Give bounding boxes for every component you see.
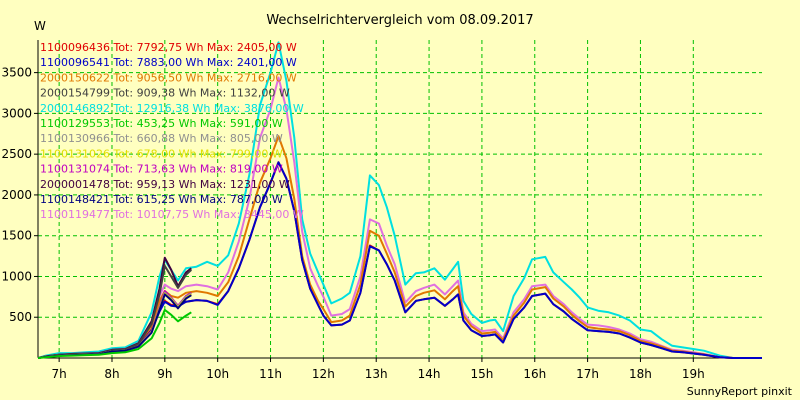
legend-entry: 2000146892 Tot: 12916,38 Wh Max: 3876,00… bbox=[40, 102, 304, 115]
series-line bbox=[37, 135, 762, 359]
y-tick-label: 1500 bbox=[1, 229, 32, 243]
series-line bbox=[37, 76, 762, 359]
y-tick-label: 3500 bbox=[1, 66, 32, 80]
legend-entry: 1100096436 Tot: 7792,75 Wh Max: 2405,00 … bbox=[40, 41, 297, 54]
axis-layer: 500 1000 1500 2000 2500 3000 3500 7h 8h 9h 10h 11h 1… bbox=[1, 40, 762, 381]
x-tick-label: 9h bbox=[157, 367, 172, 381]
legend-entry: 1100129553 Tot: 453,25 Wh Max: 591,00 W bbox=[40, 117, 283, 130]
legend-entry: 1100131074 Tot: 713,63 Wh Max: 819,00 W bbox=[40, 163, 283, 176]
footer-credit: SunnyReport pinxit bbox=[687, 385, 793, 398]
x-tick-label: 17h bbox=[576, 367, 599, 381]
legend-entry: 1100130966 Tot: 660,88 Wh Max: 805,00 W bbox=[40, 132, 283, 145]
x-tick-label: 13h bbox=[365, 367, 388, 381]
legend-entry: 2000001478 Tot: 959,13 Wh Max: 1231,00 W bbox=[40, 178, 290, 191]
legend-entry: 1100096541 Tot: 7883,00 Wh Max: 2401,00 … bbox=[40, 56, 297, 69]
y-tick-label: 2500 bbox=[1, 147, 32, 161]
legend-entry: 1100131026 Tot: 678,00 Wh Max: 799,00 W bbox=[40, 147, 283, 160]
legend-entry: 2000154799 Tot: 909,38 Wh Max: 1132,00 W bbox=[40, 87, 290, 100]
y-tick-label: 1000 bbox=[1, 269, 32, 283]
series-line bbox=[37, 308, 192, 359]
y-tick-label: 3000 bbox=[1, 106, 32, 120]
y-tick-label: 2000 bbox=[1, 188, 32, 202]
series-layer bbox=[37, 41, 762, 359]
x-tick-label: 11h bbox=[259, 367, 282, 381]
x-tick-label: 16h bbox=[523, 367, 546, 381]
x-tick-label: 15h bbox=[470, 367, 493, 381]
legend-entry: 2000150622 Tot: 9056,50 Wh Max: 2716,00 … bbox=[40, 71, 297, 84]
x-tick-label: 14h bbox=[418, 367, 441, 381]
x-tick-label: 19h bbox=[682, 367, 705, 381]
legend-entry: 1100119477 Tot: 10107,75 Wh Max: 3445,00… bbox=[40, 208, 304, 221]
x-tick-label: 18h bbox=[629, 367, 652, 381]
x-tick-label: 12h bbox=[312, 367, 335, 381]
legend: 1100096436 Tot: 7792,75 Wh Max: 2405,00 … bbox=[40, 41, 304, 221]
x-tick-label: 10h bbox=[206, 367, 229, 381]
x-tick-label: 8h bbox=[104, 367, 119, 381]
y-axis-label: W bbox=[34, 19, 46, 33]
legend-entry: 1100148421 Tot: 615,25 Wh Max: 787,00 W bbox=[40, 193, 283, 206]
chart-title: Wechselrichtervergleich vom 08.09.2017 bbox=[266, 13, 533, 28]
series-line bbox=[37, 161, 762, 359]
y-tick-label: 500 bbox=[9, 310, 32, 324]
x-tick-label: 7h bbox=[52, 367, 67, 381]
